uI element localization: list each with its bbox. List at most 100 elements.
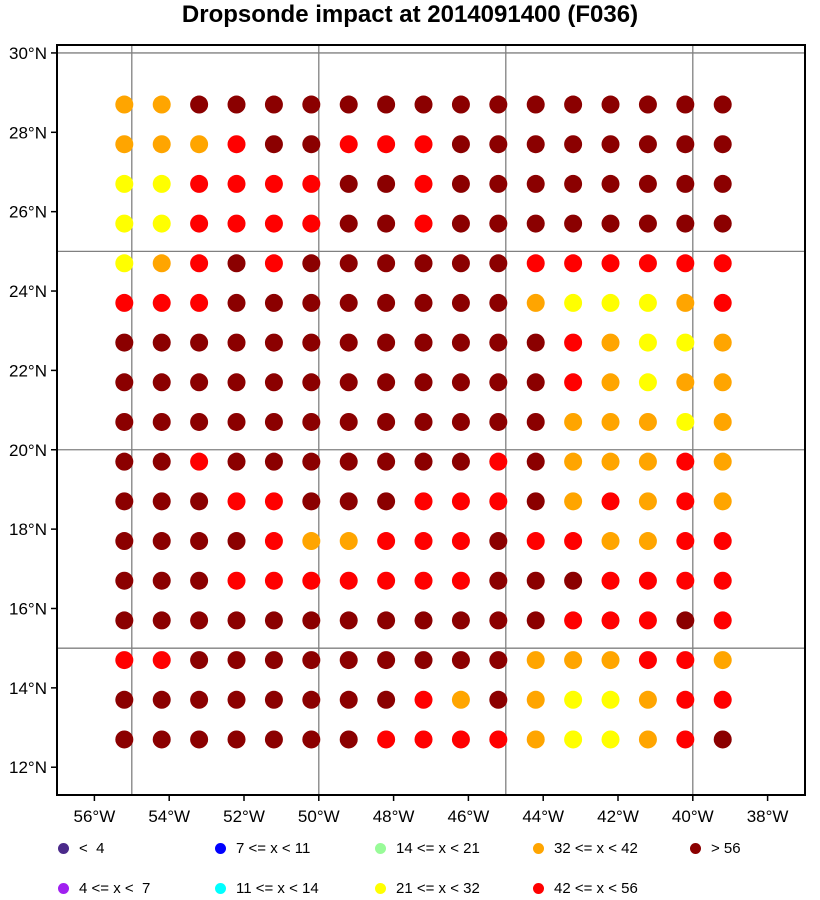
impact-point xyxy=(227,730,246,749)
impact-point xyxy=(339,611,358,630)
impact-point xyxy=(115,95,134,114)
impact-point xyxy=(264,571,283,590)
impact-point xyxy=(377,135,396,154)
impact-point xyxy=(489,651,508,670)
impact-point xyxy=(638,333,657,352)
impact-point xyxy=(676,690,695,709)
impact-point xyxy=(302,214,321,233)
impact-point xyxy=(713,611,732,630)
impact-point xyxy=(526,293,545,312)
impact-point xyxy=(115,611,134,630)
impact-point xyxy=(526,492,545,511)
impact-point xyxy=(302,174,321,193)
map-frame xyxy=(56,44,806,796)
impact-point xyxy=(526,452,545,471)
lat-tick-label: 28°N xyxy=(9,123,47,142)
impact-point xyxy=(564,730,583,749)
impact-point xyxy=(227,651,246,670)
lon-tick-label: 38°W xyxy=(747,807,789,826)
impact-point xyxy=(302,293,321,312)
impact-point xyxy=(152,95,171,114)
impact-point xyxy=(152,532,171,551)
impact-point xyxy=(377,214,396,233)
impact-point xyxy=(526,730,545,749)
impact-point xyxy=(377,254,396,273)
impact-point xyxy=(115,293,134,312)
impact-point xyxy=(302,412,321,431)
legend-label: 21 <= x < 32 xyxy=(396,880,480,897)
impact-point xyxy=(526,412,545,431)
impact-point xyxy=(115,174,134,193)
impact-point xyxy=(451,730,470,749)
impact-point xyxy=(115,690,134,709)
impact-point xyxy=(489,293,508,312)
impact-point xyxy=(227,452,246,471)
impact-point xyxy=(152,690,171,709)
impact-point xyxy=(489,571,508,590)
legend-item: 7 <= x < 11 xyxy=(215,840,310,857)
impact-point xyxy=(489,611,508,630)
impact-point xyxy=(264,373,283,392)
impact-point xyxy=(115,373,134,392)
impact-point xyxy=(414,532,433,551)
impact-point xyxy=(264,690,283,709)
impact-point xyxy=(451,254,470,273)
impact-point xyxy=(339,373,358,392)
legend-item: 32 <= x < 42 xyxy=(533,840,638,857)
impact-point xyxy=(302,95,321,114)
impact-point xyxy=(676,333,695,352)
impact-point xyxy=(227,690,246,709)
impact-point xyxy=(451,452,470,471)
impact-point xyxy=(190,412,209,431)
lon-tick-label: 40°W xyxy=(672,807,714,826)
impact-point xyxy=(601,95,620,114)
impact-point xyxy=(190,730,209,749)
impact-point xyxy=(227,293,246,312)
impact-point xyxy=(676,571,695,590)
impact-point xyxy=(713,135,732,154)
impact-point xyxy=(638,95,657,114)
impact-point xyxy=(638,412,657,431)
impact-point xyxy=(302,373,321,392)
impact-point xyxy=(264,333,283,352)
impact-point xyxy=(190,333,209,352)
impact-point xyxy=(489,532,508,551)
impact-point xyxy=(564,571,583,590)
axis-labels: 56°W 54°W 52°W 50°W 48°W 46°W 44°W 42°W 40°W 38°W… xyxy=(9,44,788,826)
legend-item: 14 <= x < 21 xyxy=(375,840,480,857)
impact-point xyxy=(414,690,433,709)
impact-point xyxy=(489,254,508,273)
impact-point xyxy=(489,412,508,431)
impact-point xyxy=(638,452,657,471)
impact-point xyxy=(264,293,283,312)
legend-swatch xyxy=(58,883,69,894)
impact-point xyxy=(564,532,583,551)
impact-point xyxy=(302,730,321,749)
legend-item: 4 <= x < 7 xyxy=(58,880,150,897)
impact-point xyxy=(302,492,321,511)
lon-tick-label: 44°W xyxy=(522,807,564,826)
impact-point xyxy=(302,611,321,630)
impact-point xyxy=(489,373,508,392)
impact-point xyxy=(451,333,470,352)
impact-point xyxy=(414,293,433,312)
impact-point xyxy=(115,730,134,749)
impact-point xyxy=(414,214,433,233)
impact-point xyxy=(676,214,695,233)
impact-point xyxy=(414,174,433,193)
impact-point xyxy=(302,254,321,273)
impact-point xyxy=(302,135,321,154)
lat-tick-label: 14°N xyxy=(9,679,47,698)
impact-point xyxy=(564,333,583,352)
impact-point xyxy=(676,95,695,114)
impact-point xyxy=(190,452,209,471)
impact-point xyxy=(489,333,508,352)
impact-point xyxy=(451,611,470,630)
impact-point xyxy=(302,651,321,670)
map-title: Dropsonde impact at 2014091400 (F036) xyxy=(181,1,639,28)
impact-point xyxy=(339,651,358,670)
impact-point xyxy=(526,651,545,670)
impact-point xyxy=(339,254,358,273)
legend-label: > 56 xyxy=(711,840,741,857)
impact-point xyxy=(414,571,433,590)
